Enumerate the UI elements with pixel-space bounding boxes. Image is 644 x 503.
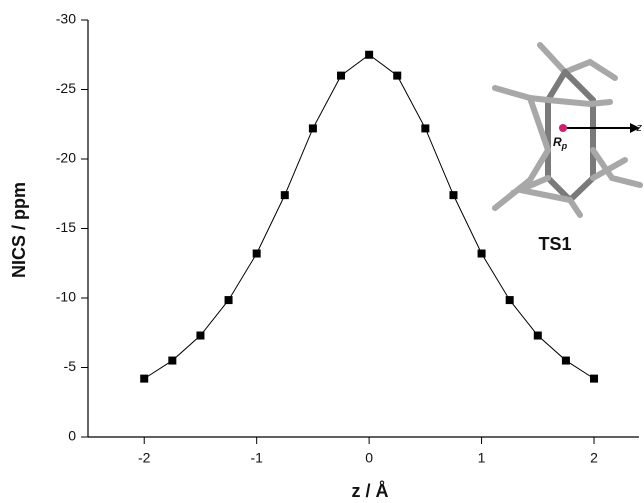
data-point	[562, 357, 570, 365]
x-tick-label: 2	[590, 450, 598, 466]
y-tick-label: -10	[56, 289, 76, 305]
y-tick-label: -25	[56, 80, 76, 96]
ring-point-label: Rp	[553, 135, 568, 151]
x-tick-label: -2	[138, 450, 151, 466]
y-axis-title: NICS / ppm	[9, 182, 29, 278]
ring-point	[559, 124, 567, 132]
x-tick-label: 1	[478, 450, 486, 466]
molecule-inset: Rp z TS1	[495, 45, 643, 254]
z-axis-label: z	[636, 122, 643, 134]
x-tick-label: -1	[250, 450, 263, 466]
y-tick-label: -20	[56, 150, 76, 166]
data-point	[478, 250, 486, 258]
molecule-bond	[530, 98, 610, 104]
series-line	[144, 55, 594, 379]
data-point	[253, 250, 261, 258]
data-point	[337, 72, 345, 80]
data-point	[225, 296, 233, 304]
y-tick-label: 0	[68, 428, 76, 444]
data-point	[393, 72, 401, 80]
y-tick-label: -30	[56, 11, 76, 27]
data-point	[309, 124, 317, 132]
molecule-label: TS1	[538, 234, 571, 254]
data-point	[168, 357, 176, 365]
ring-point-subscript: p	[561, 141, 568, 151]
data-point	[281, 191, 289, 199]
data-point	[365, 51, 373, 59]
data-point	[196, 332, 204, 340]
data-point	[140, 375, 148, 383]
data-point	[590, 375, 598, 383]
molecule-bond	[540, 45, 615, 78]
chart: Rp z TS1 z / Å NICS / ppm 0-5-10-15-20-2…	[0, 0, 644, 503]
y-tick-label: -15	[56, 219, 76, 235]
y-tick-label: -5	[64, 358, 77, 374]
x-tick-label: 0	[365, 450, 373, 466]
data-point	[506, 296, 514, 304]
data-point	[534, 332, 542, 340]
data-point	[421, 124, 429, 132]
data-point	[449, 191, 457, 199]
ring-point-letter: R	[553, 135, 562, 149]
x-axis-title: z / Å	[351, 481, 388, 501]
